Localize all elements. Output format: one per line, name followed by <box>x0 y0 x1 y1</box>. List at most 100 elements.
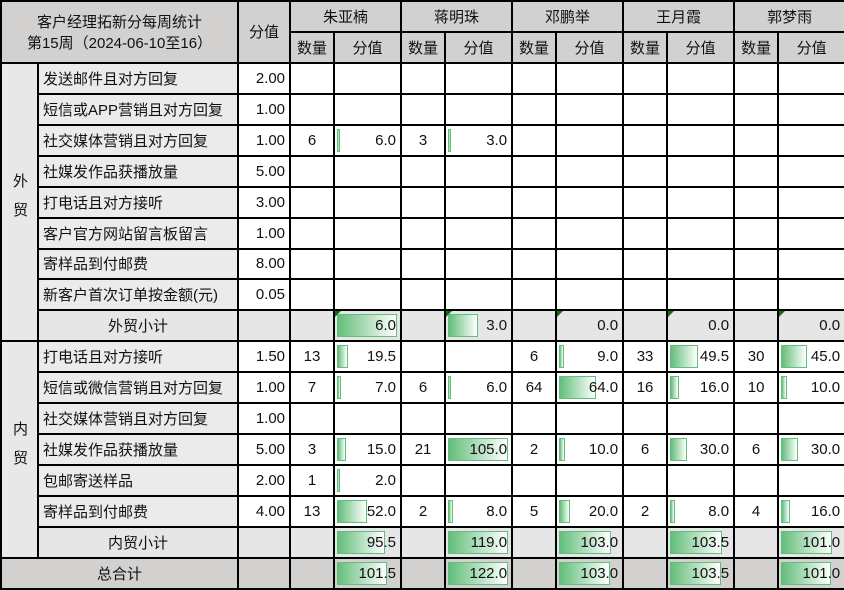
subtotal-count-cell[interactable] <box>733 309 780 343</box>
value-cell[interactable] <box>444 464 514 497</box>
value-header[interactable]: 分值 <box>666 30 736 64</box>
subtotal-label[interactable]: 内贸小计 <box>36 525 240 559</box>
item-cell[interactable]: 社媒发作品获播放量 <box>36 154 240 188</box>
count-cell[interactable]: 33 <box>622 340 669 374</box>
value-cell[interactable]: 30.0 <box>777 433 844 467</box>
item-cell[interactable]: 短信或微信营销且对方回复 <box>36 371 240 405</box>
value-cell[interactable] <box>777 216 844 250</box>
count-cell[interactable]: 6 <box>400 371 447 405</box>
count-cell[interactable]: 30 <box>733 340 780 374</box>
count-cell[interactable] <box>289 185 336 219</box>
count-cell[interactable] <box>733 185 780 219</box>
value-cell[interactable]: 0.0 <box>777 309 844 343</box>
value-cell[interactable] <box>666 402 736 436</box>
count-cell[interactable] <box>400 61 447 95</box>
count-cell[interactable] <box>622 61 669 95</box>
count-header[interactable]: 数量 <box>400 30 447 64</box>
item-cell[interactable]: 寄样品到付邮费 <box>36 247 240 281</box>
person-header[interactable]: 王月霞 <box>622 0 736 33</box>
count-cell[interactable] <box>400 216 447 250</box>
value-cell[interactable] <box>777 123 844 157</box>
count-cell[interactable]: 10 <box>733 371 780 405</box>
value-cell[interactable] <box>333 278 403 312</box>
count-cell[interactable] <box>622 185 669 219</box>
count-cell[interactable] <box>289 92 336 126</box>
count-cell[interactable]: 21 <box>400 433 447 467</box>
count-cell[interactable] <box>289 402 336 436</box>
value-cell[interactable]: 8.0 <box>666 495 736 528</box>
count-cell[interactable]: 3 <box>289 433 336 467</box>
count-cell[interactable] <box>289 154 336 188</box>
subtotal-count-cell[interactable] <box>622 525 669 559</box>
value-cell[interactable] <box>777 92 844 126</box>
value-cell[interactable]: 8.0 <box>444 495 514 528</box>
value-cell[interactable]: 3.0 <box>444 123 514 157</box>
count-cell[interactable] <box>511 464 558 497</box>
total-label[interactable]: 总合计 <box>0 556 240 590</box>
value-cell[interactable] <box>333 185 403 219</box>
value-cell[interactable]: 49.5 <box>666 340 736 374</box>
subtotal-score-cell[interactable] <box>237 309 292 343</box>
count-cell[interactable] <box>622 247 669 281</box>
value-cell[interactable]: 119.0 <box>444 525 514 559</box>
value-cell[interactable]: 105.0 <box>444 433 514 467</box>
value-cell[interactable]: 101.5 <box>333 556 403 590</box>
subtotal-score-cell[interactable] <box>237 525 292 559</box>
count-cell[interactable] <box>733 123 780 157</box>
count-cell[interactable] <box>400 402 447 436</box>
value-cell[interactable] <box>666 247 736 281</box>
value-cell[interactable] <box>555 61 625 95</box>
value-cell[interactable] <box>333 402 403 436</box>
value-cell[interactable] <box>444 185 514 219</box>
total-count-cell[interactable] <box>400 556 447 590</box>
total-count-cell[interactable] <box>622 556 669 590</box>
value-cell[interactable] <box>333 154 403 188</box>
count-cell[interactable]: 16 <box>622 371 669 405</box>
count-cell[interactable]: 5 <box>511 495 558 528</box>
value-cell[interactable] <box>666 185 736 219</box>
count-cell[interactable]: 6 <box>733 433 780 467</box>
value-cell[interactable] <box>777 402 844 436</box>
count-cell[interactable] <box>400 154 447 188</box>
item-cell[interactable]: 短信或APP营销且对方回复 <box>36 92 240 126</box>
score-cell[interactable]: 1.00 <box>237 123 292 157</box>
subtotal-label[interactable]: 外贸小计 <box>36 309 240 343</box>
person-header[interactable]: 朱亚楠 <box>289 0 403 33</box>
value-cell[interactable]: 122.0 <box>444 556 514 590</box>
value-cell[interactable] <box>777 278 844 312</box>
count-cell[interactable] <box>733 61 780 95</box>
count-cell[interactable] <box>733 464 780 497</box>
value-cell[interactable]: 45.0 <box>777 340 844 374</box>
count-cell[interactable] <box>289 247 336 281</box>
value-cell[interactable] <box>555 247 625 281</box>
value-cell[interactable] <box>777 185 844 219</box>
value-cell[interactable]: 0.0 <box>555 309 625 343</box>
value-cell[interactable] <box>555 402 625 436</box>
count-cell[interactable] <box>622 278 669 312</box>
count-cell[interactable] <box>622 402 669 436</box>
value-cell[interactable] <box>666 278 736 312</box>
value-cell[interactable] <box>555 154 625 188</box>
count-cell[interactable] <box>511 61 558 95</box>
person-header[interactable]: 邓鹏举 <box>511 0 625 33</box>
value-cell[interactable]: 6.0 <box>444 371 514 405</box>
count-header[interactable]: 数量 <box>511 30 558 64</box>
score-cell[interactable]: 2.00 <box>237 61 292 95</box>
value-cell[interactable]: 64.0 <box>555 371 625 405</box>
count-cell[interactable] <box>511 154 558 188</box>
item-cell[interactable]: 打电话且对方接听 <box>36 340 240 374</box>
item-cell[interactable]: 社媒发作品获播放量 <box>36 433 240 467</box>
total-count-cell[interactable] <box>733 556 780 590</box>
value-cell[interactable]: 52.0 <box>333 495 403 528</box>
value-cell[interactable]: 30.0 <box>666 433 736 467</box>
count-cell[interactable] <box>400 92 447 126</box>
value-cell[interactable] <box>444 340 514 374</box>
value-cell[interactable] <box>666 154 736 188</box>
count-cell[interactable]: 2 <box>622 495 669 528</box>
value-cell[interactable]: 103.0 <box>555 525 625 559</box>
person-header[interactable]: 郭梦雨 <box>733 0 844 33</box>
count-cell[interactable] <box>289 278 336 312</box>
count-cell[interactable] <box>622 154 669 188</box>
count-cell[interactable]: 6 <box>289 123 336 157</box>
value-cell[interactable] <box>444 216 514 250</box>
